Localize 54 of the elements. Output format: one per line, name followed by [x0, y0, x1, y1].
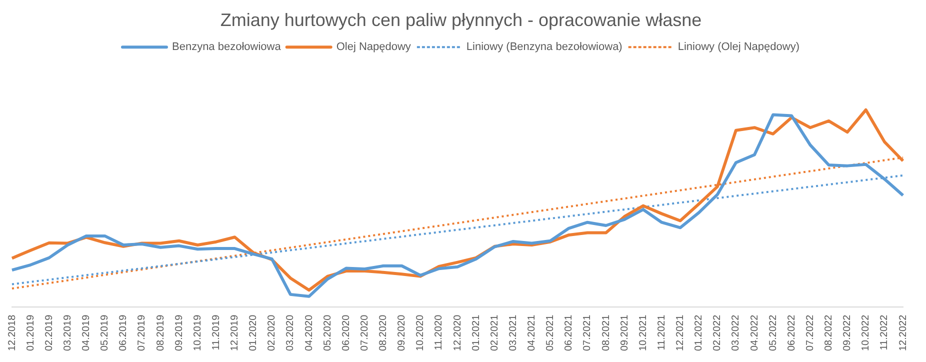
x-tick-label: 03.2020	[285, 314, 296, 352]
x-tick-label: 01.2021	[470, 314, 482, 352]
x-tick-label: 03.2022	[730, 314, 742, 352]
x-tick-label: 02.2019	[44, 314, 55, 352]
x-tick-label: 01.2020	[248, 314, 260, 352]
x-tick-label: 11.2022	[879, 314, 890, 350]
x-tick-label: 06.2019	[118, 314, 130, 352]
x-tick-label: 08.2022	[824, 314, 834, 352]
x-tick-label: 10.2020	[415, 314, 426, 352]
x-tick-label: 10.2021	[638, 314, 649, 352]
x-tick-label: 10.2022	[860, 314, 872, 352]
x-tick-label: 02.2020	[266, 314, 278, 352]
x-tick-label: 03.2019	[62, 314, 74, 352]
x-tick-label: 10.2019	[192, 314, 204, 352]
x-tick-label: 08.2019	[155, 314, 166, 352]
x-tick-label: 06.2022	[786, 314, 798, 352]
x-tick-label: 01.2022	[694, 314, 705, 352]
x-tick-label: 12.2021	[675, 314, 686, 352]
x-tick-label: 09.2019	[174, 314, 185, 352]
x-tick-label: 05.2019	[100, 314, 111, 352]
x-tick-label: 08.2020	[378, 314, 389, 352]
legend-label: Liniowy (Benzyna bezołowiowa)	[466, 41, 622, 54]
x-tick-label: 12.2019	[230, 314, 240, 352]
legend-label: Liniowy (Olej Napędowy)	[678, 41, 800, 54]
x-tick-label: 01.2019	[25, 314, 36, 352]
x-tick-label: 07.2020	[359, 314, 370, 352]
x-tick-label: 12.2020	[452, 314, 464, 352]
x-tick-label: 07.2021	[582, 314, 594, 352]
x-tick-label: 04.2022	[749, 314, 760, 352]
x-tick-label: 05.2020	[322, 314, 334, 352]
x-tick-label: 12.2022	[898, 314, 909, 352]
x-tick-label: 06.2020	[340, 314, 352, 352]
x-tick-label: 07.2019	[136, 314, 148, 352]
x-tick-label: 02.2022	[712, 314, 724, 352]
x-tick-label: 09.2021	[619, 314, 630, 352]
x-tick-label: 09.2022	[842, 314, 854, 352]
x-tick-label: 09.2020	[396, 314, 408, 352]
x-tick-label: 08.2021	[600, 314, 612, 352]
x-tick-label: 07.2022	[804, 314, 816, 352]
x-tick-label: 05.2022	[768, 314, 779, 352]
x-tick-label: 04.2020	[304, 314, 315, 352]
x-tick-label: 12.2018	[6, 314, 18, 352]
x-tick-label: 04.2019	[81, 314, 92, 352]
x-tick-label: 11.2020	[434, 314, 445, 350]
x-tick-label: 06.2021	[564, 314, 575, 352]
legend-label: Benzyna bezołowiowa	[172, 41, 282, 54]
x-tick-label: 04.2021	[526, 314, 538, 352]
x-tick-label: 11.2021	[656, 314, 668, 350]
x-tick-label: 03.2021	[508, 314, 519, 352]
x-tick-label: 11.2019	[210, 314, 222, 350]
chart-title: Zmiany hurtowych cen paliw płynnych - opracowanie własne	[220, 10, 702, 30]
legend-label: Olej Napędowy	[336, 41, 412, 54]
x-tick-label: 05.2021	[545, 314, 556, 352]
x-tick-label: 02.2021	[489, 314, 500, 352]
